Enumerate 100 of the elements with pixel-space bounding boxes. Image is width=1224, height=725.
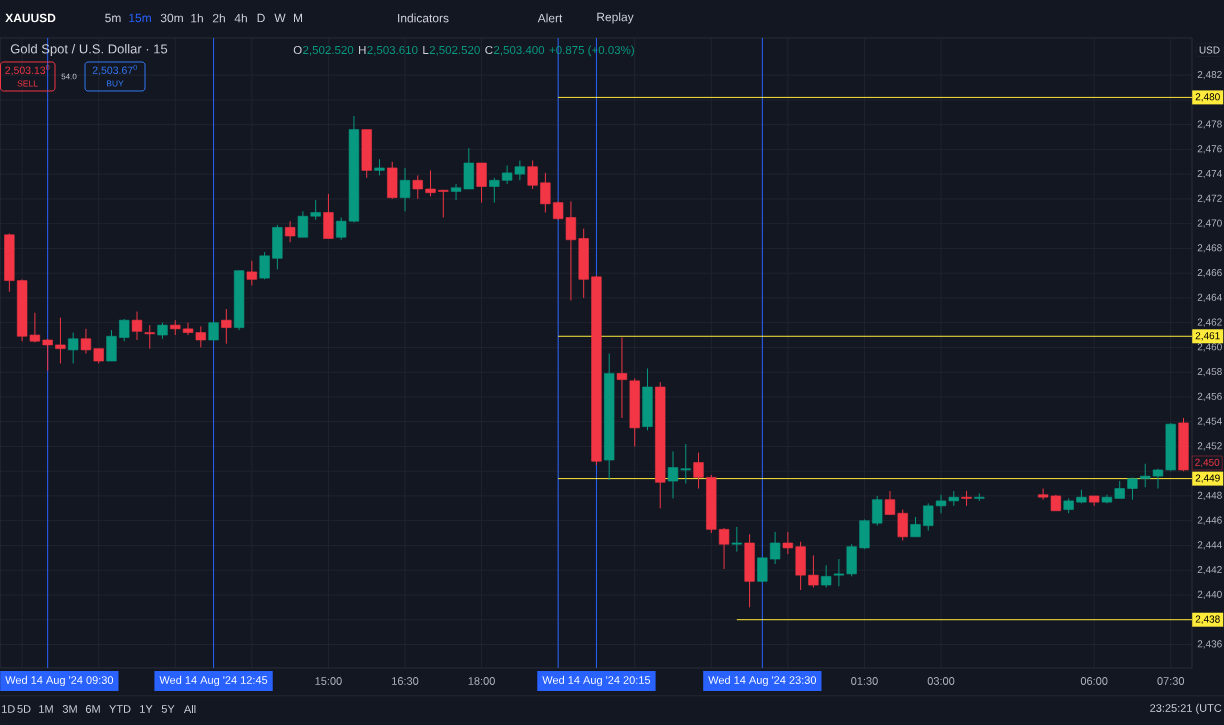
y-tick-label: 2,474 xyxy=(1197,170,1222,179)
candlestick xyxy=(182,322,194,336)
candlestick xyxy=(527,160,538,190)
data-label: 2,438 xyxy=(1195,615,1220,624)
annotation: L xyxy=(423,46,429,54)
candlestick xyxy=(310,199,321,221)
x-tick-label: 18:00 xyxy=(468,677,495,685)
y-tick-label: 2,482 xyxy=(1197,70,1222,80)
text: 4h xyxy=(234,13,247,23)
candlestick xyxy=(336,216,347,241)
annotation: 2,503.67$^{0}$ xyxy=(92,64,137,76)
y-tick-label: 2,462 xyxy=(1197,318,1222,327)
annotation: 2,503.400 xyxy=(494,45,545,56)
candlestick xyxy=(821,564,832,589)
data-label: 2,449 xyxy=(1195,474,1220,483)
annotation: C xyxy=(485,45,493,55)
y-tick-label: 2,476 xyxy=(1197,145,1222,154)
y-tick-label: 2,444 xyxy=(1197,541,1222,550)
y-tick-label: 2,460 xyxy=(1197,343,1222,352)
candlestick xyxy=(144,324,155,350)
candlestick xyxy=(693,452,704,490)
text: 6M xyxy=(85,705,100,713)
annotation: 2,502.520 xyxy=(429,45,480,56)
y-axis-title: USD xyxy=(1199,46,1220,54)
candlestick xyxy=(425,169,436,197)
x-tick-label: 15:00 xyxy=(315,677,342,685)
annotation: SELL xyxy=(17,80,38,87)
candlestick xyxy=(42,338,53,372)
ref-line-label: Wed 14 Aug '24 12:45 xyxy=(159,675,268,687)
text: 1Y xyxy=(140,705,153,713)
y-tick-label: 2,436 xyxy=(1197,640,1222,649)
ref-line-label: Wed 14 Aug '24 20:15 xyxy=(542,675,651,687)
text: 2,450 xyxy=(1195,458,1220,468)
x-tick-label: 01:30 xyxy=(851,677,878,685)
candlestick xyxy=(399,167,411,212)
annotation: H xyxy=(359,46,366,54)
annotation: 2,503.610 xyxy=(367,45,418,56)
text: 1M xyxy=(39,705,53,713)
y-tick-label: 2,470 xyxy=(1197,219,1222,228)
candlestick xyxy=(131,311,143,341)
annotation: 54.0 xyxy=(61,73,77,80)
text: M xyxy=(294,13,303,23)
text: 30m xyxy=(160,13,183,23)
text: W xyxy=(274,13,286,23)
ref-line-label: Wed 14 Aug '24 09:30 xyxy=(5,675,114,687)
candlestick xyxy=(782,531,794,555)
text: 3M xyxy=(62,705,77,713)
candlestick xyxy=(757,557,768,584)
text: 2h xyxy=(212,13,225,23)
candlestick xyxy=(910,516,921,538)
y-tick-label: 2,466 xyxy=(1197,269,1222,278)
candlestick xyxy=(55,317,66,365)
annotation: O xyxy=(293,45,302,55)
candlestick xyxy=(438,189,449,218)
text: Indicators xyxy=(398,13,449,23)
y-tick-label: 2,452 xyxy=(1197,442,1222,451)
candlestick xyxy=(221,308,232,345)
x-tick-label: 03:00 xyxy=(927,677,955,685)
candlestick xyxy=(195,325,206,348)
candlestick xyxy=(540,172,551,214)
text: Alert xyxy=(537,13,563,23)
y-tick-label: 2,468 xyxy=(1197,244,1222,253)
text: YTD xyxy=(109,705,131,713)
candlestick xyxy=(731,526,742,553)
text: 5m xyxy=(105,13,121,23)
candlestick xyxy=(119,318,130,342)
x-tick-label: 07:30 xyxy=(1157,677,1185,685)
text: 5D xyxy=(17,705,31,713)
candlestick xyxy=(923,502,934,532)
candlestick xyxy=(489,177,500,204)
candlestick xyxy=(718,527,730,570)
candlestick xyxy=(1127,476,1138,501)
candlestick xyxy=(872,495,883,527)
candlestick xyxy=(297,210,309,238)
text: Replay xyxy=(597,12,634,24)
y-tick-label: 2,454 xyxy=(1197,417,1222,426)
y-tick-label: 2,442 xyxy=(1197,566,1222,575)
y-tick-label: 2,458 xyxy=(1197,368,1222,377)
y-tick-label: 2,446 xyxy=(1197,516,1222,525)
candlestick xyxy=(769,531,781,565)
candlestick xyxy=(68,332,79,365)
candlestick xyxy=(808,554,819,589)
y-tick-label: 2,464 xyxy=(1197,293,1222,303)
y-tick-label: 2,448 xyxy=(1197,491,1222,501)
data-label: 2,480 xyxy=(1195,93,1220,102)
text: 1h xyxy=(191,13,203,23)
text: 23:25:21 (UTC xyxy=(1150,703,1222,715)
ref-line-label: Wed 14 Aug '24 23:30 xyxy=(708,675,817,687)
candlestick xyxy=(616,337,628,419)
y-tick-label: 2,472 xyxy=(1197,194,1222,204)
candlestick xyxy=(246,260,257,287)
x-tick-label: 16:30 xyxy=(392,677,419,685)
candlestick xyxy=(833,558,845,587)
chart-title: XAUUSD xyxy=(5,13,56,23)
candlestick xyxy=(80,328,92,355)
candlestick xyxy=(897,509,908,541)
y-tick-label: 2,456 xyxy=(1197,392,1222,402)
text: All xyxy=(183,705,196,713)
annotation: BUY xyxy=(106,80,124,87)
candlestick xyxy=(259,251,270,280)
